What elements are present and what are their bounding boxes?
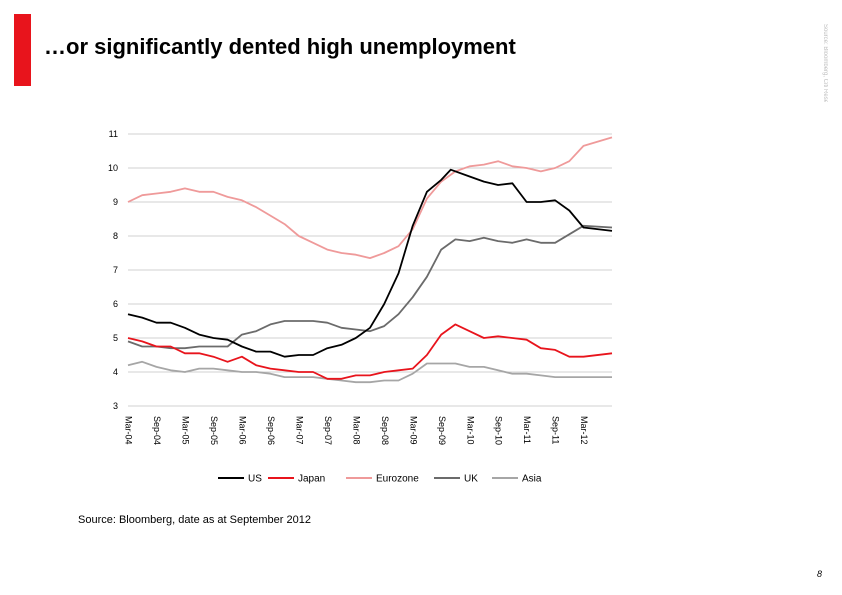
x-tick-label: Sep-04: [152, 416, 162, 445]
y-tick-label: 4: [113, 367, 118, 377]
vertical-side-note: Source: Bloomberg, Citi Research: [822, 24, 828, 102]
x-tick-label: Sep-11: [551, 416, 561, 444]
brand-accent-bar: [14, 14, 31, 86]
series-line-eurozone: [127, 136, 613, 260]
legend-label-asia: Asia: [522, 474, 542, 485]
series-line-japan: [127, 323, 613, 380]
y-tick-label: 9: [113, 197, 118, 207]
series-line-uk: [127, 224, 613, 350]
x-tick-label: Mar-07: [294, 416, 304, 445]
x-tick-label: Mar-12: [579, 416, 589, 445]
x-tick-label: Sep-07: [323, 416, 333, 445]
y-tick-label: 3: [113, 401, 118, 411]
page-number: 8: [817, 569, 823, 579]
source-note: Source: Bloomberg, date as at September …: [78, 514, 311, 526]
x-tick-label: Mar-08: [351, 416, 361, 445]
x-tick-label: Mar-04: [124, 416, 134, 445]
legend-label-eurozone: Eurozone: [376, 474, 419, 485]
x-tick-label: Mar-10: [465, 416, 475, 445]
chart-legend: US Japan Eurozone UK Asia: [218, 474, 542, 485]
series-line-us: [127, 168, 613, 358]
x-tick-label: Sep-08: [380, 416, 390, 445]
x-tick-label: Sep-06: [266, 416, 276, 445]
chart-series-lines: [127, 136, 613, 384]
x-tick-label: Mar-09: [408, 416, 418, 445]
x-tick-label: Sep-10: [494, 416, 504, 445]
series-line-asia: [127, 360, 612, 384]
x-axis-tick-labels: Mar-04 Sep-04 Mar-05 Sep-05 Mar-06 Sep-06 Mar-…: [124, 416, 590, 445]
legend-label-us: US: [248, 474, 262, 485]
y-tick-label: 6: [113, 299, 118, 309]
y-tick-label: 5: [113, 333, 118, 343]
y-tick-label: 7: [113, 265, 118, 275]
y-tick-label: 8: [113, 231, 118, 241]
y-tick-label: 11: [109, 129, 118, 139]
chart-gridlines: [128, 133, 612, 407]
x-tick-label: Sep-09: [437, 416, 447, 445]
legend-label-japan: Japan: [298, 474, 325, 485]
x-tick-label: Sep-05: [209, 416, 219, 445]
x-tick-label: Mar-05: [181, 416, 191, 445]
x-tick-label: Mar-11: [522, 416, 532, 444]
y-tick-label: 10: [108, 163, 118, 173]
x-tick-label: Mar-06: [238, 416, 248, 445]
legend-label-uk: UK: [464, 474, 478, 485]
y-axis-tick-labels: 3 4 5 6 7 8 9 10 11: [108, 129, 118, 411]
page-title: …or significantly dented high unemployme…: [44, 34, 516, 59]
